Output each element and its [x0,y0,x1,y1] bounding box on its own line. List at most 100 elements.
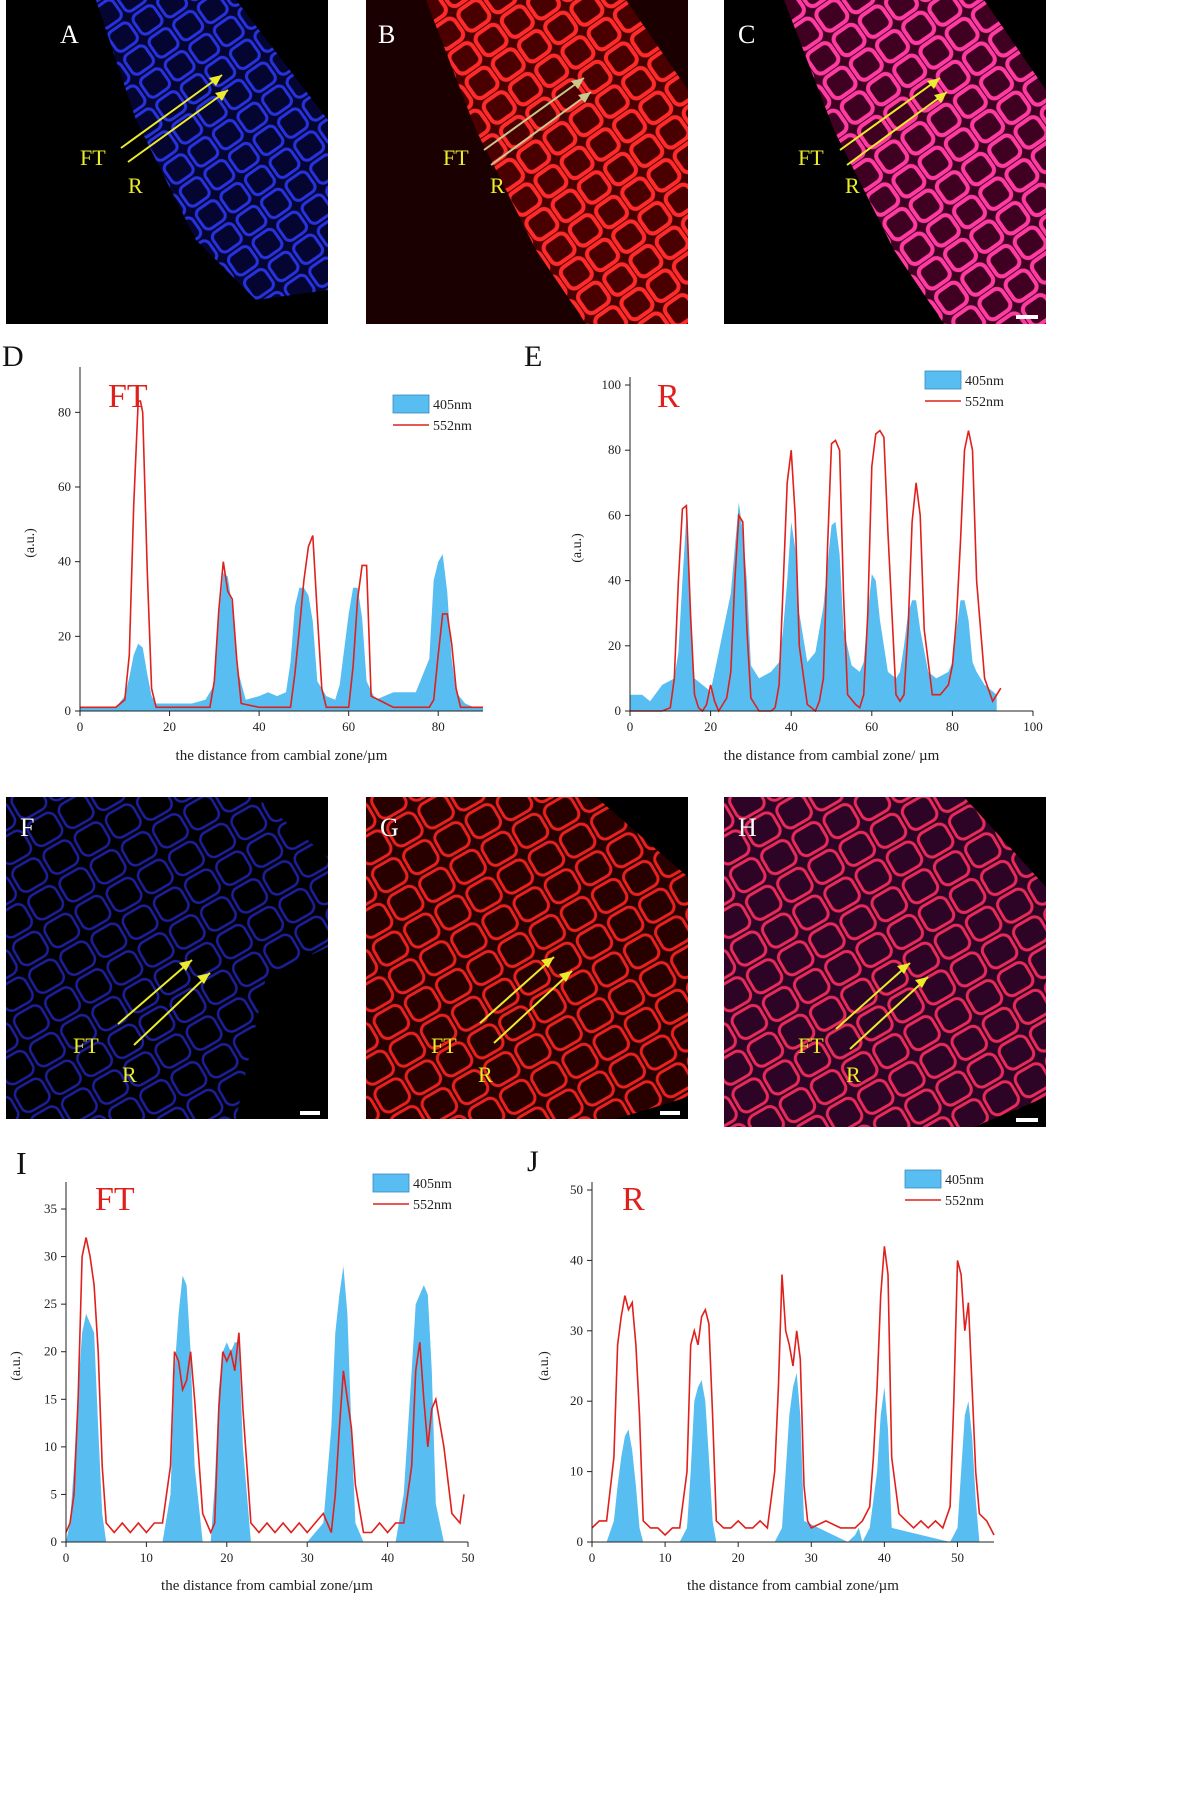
y-tick-label: 40 [608,573,621,588]
series-405nm-area [592,1373,994,1542]
arrow-label-r: R [122,1062,137,1088]
panel-letter-i: I [16,1145,27,1182]
micrograph-panel-a [6,0,328,324]
arrow-label-ft: FT [431,1033,457,1059]
x-tick-label: 20 [704,719,717,734]
x-tick-label: 0 [63,1550,70,1565]
y-axis-label: (a.u.) [23,528,38,558]
y-tick-label: 35 [44,1201,57,1216]
x-tick-label: 0 [77,719,84,734]
series-552nm-line [66,1238,464,1533]
x-axis-label: the distance from cambial zone/µm [687,1578,899,1594]
x-tick-label: 50 [951,1550,964,1565]
series-552nm-line [630,431,1001,711]
chart-title: FT [108,378,148,415]
panel-letter-a: A [60,20,79,50]
x-tick-label: 60 [342,719,355,734]
legend-swatch-405nm [393,395,429,413]
x-tick-label: 20 [220,1550,233,1565]
arrow-label-r: R [845,173,860,199]
y-tick-label: 0 [51,1534,58,1549]
y-tick-label: 80 [608,442,621,457]
y-tick-label: 10 [44,1439,57,1454]
chart-d: 0 20 40 60 80 0 20 40 60 80 FT the distance from ca… [23,367,483,764]
scale-bar [1016,315,1038,319]
y-tick-label: 40 [570,1252,583,1267]
y-tick-label: 20 [44,1344,57,1359]
series-405nm-area [66,1266,468,1542]
y-tick-label: 15 [44,1391,57,1406]
micrograph-panel-c [724,0,1046,324]
arrow-label-ft: FT [73,1033,99,1059]
x-tick-label: 40 [381,1550,394,1565]
y-tick-label: 80 [58,404,71,419]
legend-swatch-405nm [925,371,961,389]
legend-label-405nm: 405nm [945,1173,984,1188]
arrow-label-r: R [490,173,505,199]
arrow-label-r: R [846,1062,861,1088]
y-tick-label: 50 [570,1182,583,1197]
arrow-label-ft: FT [80,145,106,171]
x-axis-label: the distance from cambial zone/µm [176,748,388,764]
x-tick-label: 80 [946,719,959,734]
y-tick-label: 25 [44,1296,57,1311]
legend-label-552nm: 552nm [965,395,1004,410]
y-tick-label: 60 [608,507,621,522]
chart-title: FT [95,1181,135,1218]
y-tick-label: 20 [58,628,71,643]
arrow-label-ft: FT [798,1033,824,1059]
arrow-label-r: R [478,1062,493,1088]
y-tick-label: 60 [58,479,71,494]
y-tick-label: 10 [570,1464,583,1479]
x-tick-label: 80 [432,719,445,734]
arrow-label-ft: FT [443,145,469,171]
micrograph-panel-h [724,797,1046,1127]
chart-i: 0 10 20 30 40 50 0 5 10 15 20 25 30 35 FT the distance … [9,1174,475,1594]
x-tick-label: 20 [732,1550,745,1565]
x-tick-label: 30 [301,1550,314,1565]
series-552nm-line [80,401,483,707]
x-tick-label: 20 [163,719,176,734]
x-tick-label: 10 [140,1550,153,1565]
legend-swatch-405nm [905,1170,941,1188]
x-tick-label: 60 [865,719,878,734]
x-tick-label: 100 [1023,719,1043,734]
x-axis-label: the distance from cambial zone/µm [161,1578,373,1594]
y-tick-label: 0 [65,703,72,718]
x-tick-label: 40 [878,1550,891,1565]
legend-label-405nm: 405nm [433,398,472,413]
y-tick-label: 0 [615,703,622,718]
chart-title: R [657,378,680,415]
legend: 405nm 552nm [393,395,472,434]
legend: 405nm 552nm [905,1170,984,1209]
panel-letter-f: F [20,813,34,843]
series-552nm-line [592,1246,994,1535]
x-tick-label: 40 [785,719,798,734]
legend: 405nm 552nm [925,371,1004,410]
panel-letter-e: E [524,340,542,374]
panel-letter-h: H [738,813,757,843]
y-tick-label: 20 [570,1393,583,1408]
y-axis-label: (a.u.) [537,1351,552,1381]
scale-bar [300,1111,320,1115]
legend-label-552nm: 552nm [413,1198,452,1213]
panel-letter-c: C [738,20,755,50]
x-tick-label: 10 [659,1550,672,1565]
y-tick-label: 20 [608,638,621,653]
arrow-label-ft: FT [798,145,824,171]
panel-letter-j: J [527,1145,539,1179]
micrograph-panel-b [366,0,688,324]
panel-letter-b: B [378,20,395,50]
x-tick-label: 0 [589,1550,596,1565]
y-tick-label: 30 [570,1323,583,1338]
x-axis-label: the distance from cambial zone/ µm [724,748,940,764]
scale-bar [660,1111,680,1115]
series-405nm-area [630,502,997,711]
y-axis-label: (a.u.) [570,533,585,563]
micrograph-panel-g [366,797,688,1119]
legend-label-405nm: 405nm [413,1177,452,1192]
panel-letter-g: G [380,813,399,843]
x-tick-label: 0 [627,719,634,734]
x-tick-label: 30 [805,1550,818,1565]
